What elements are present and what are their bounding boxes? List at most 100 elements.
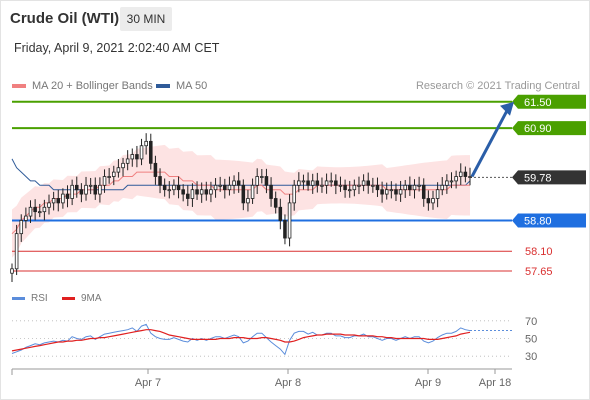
candle-body — [297, 180, 301, 186]
x-tick-label: Apr 9 — [415, 377, 441, 389]
candle-body — [463, 171, 468, 177]
candle-body — [223, 184, 227, 191]
candle-body — [204, 189, 209, 195]
candle-body — [440, 184, 445, 191]
legend-rsi-ma: 9MA — [62, 293, 102, 304]
candle-body — [47, 202, 51, 208]
chart-datetime: Friday, April 9, 2021 2:02:40 AM CET — [14, 41, 220, 55]
candle-body — [88, 184, 93, 187]
resistance-1-tag — [512, 121, 586, 136]
candle-body — [162, 184, 167, 191]
candle-body — [61, 193, 65, 204]
rsi-line — [11, 323, 471, 356]
candle-body — [65, 193, 70, 199]
candle-body — [74, 184, 79, 191]
candle-body — [149, 140, 153, 164]
candle-body — [445, 180, 449, 186]
candle-body — [33, 206, 37, 213]
resistance-1-label: 60.90 — [524, 123, 552, 135]
candle-body — [153, 162, 158, 177]
candle-body — [361, 180, 366, 186]
candle-body — [324, 180, 329, 186]
candle-body — [24, 215, 28, 221]
candle-body — [389, 189, 394, 192]
candle-body — [209, 189, 213, 195]
timeframe-button[interactable]: 30 MIN — [120, 7, 172, 31]
rsi-tick-label: 50 — [525, 334, 537, 346]
candle-body — [417, 184, 421, 187]
current-price-label: 59.78 — [524, 172, 552, 184]
rsi-ma-line — [11, 329, 471, 352]
candle-body — [116, 167, 121, 173]
rsi-ma-swatch — [62, 297, 75, 300]
candle-body — [315, 180, 320, 186]
candle-body — [250, 184, 255, 199]
candle-body — [135, 154, 139, 160]
candle-body — [421, 184, 426, 199]
rsi-tick-label: 30 — [525, 351, 537, 363]
candle-body — [28, 206, 33, 217]
legend-ma50: MA 50 — [156, 80, 207, 92]
candle-body — [306, 180, 310, 186]
rsi-tick-label: 70 — [525, 316, 537, 328]
bollinger-band — [12, 144, 470, 258]
support-2-label: 58.10 — [525, 246, 553, 258]
candle-body — [352, 184, 357, 191]
candle-body — [121, 162, 125, 169]
candle-body — [51, 198, 56, 204]
candle-body — [366, 180, 370, 186]
candle-body — [236, 180, 241, 186]
candle-body — [283, 220, 287, 239]
candle-body — [403, 184, 408, 191]
candle-body — [70, 184, 74, 199]
ma50-label: MA 50 — [176, 80, 208, 92]
candle-body — [426, 198, 431, 204]
candle-body — [167, 189, 172, 192]
candle-body — [287, 202, 292, 239]
candle-body — [273, 198, 278, 208]
candle-body — [158, 176, 162, 186]
candle-body — [357, 184, 361, 187]
candle-body — [130, 154, 135, 160]
candle-body — [329, 180, 333, 183]
ma20-line — [11, 171, 470, 235]
ma20-swatch — [12, 84, 26, 88]
resistance-2-label: 61.50 — [524, 97, 552, 109]
candle-body — [107, 176, 111, 178]
candle-body — [449, 180, 454, 183]
candle-body — [241, 184, 246, 204]
resistance-2-tag — [512, 94, 586, 109]
support-1-label: 58.80 — [524, 215, 552, 227]
candle-body — [338, 184, 343, 187]
candle-body — [320, 184, 324, 187]
forecast-arrow-shaft — [470, 108, 510, 178]
candle-body — [79, 189, 84, 195]
candle-body — [408, 184, 412, 191]
legend-ma20: MA 20 + Bollinger Bands — [12, 80, 153, 92]
candle-body — [102, 176, 107, 186]
ma50-swatch — [156, 84, 170, 88]
candle-body — [93, 184, 98, 195]
support-3-label: 57.65 — [525, 266, 553, 278]
candle-body — [246, 198, 250, 204]
candle-body — [454, 176, 458, 182]
candle-body — [186, 193, 190, 199]
candle-body — [431, 198, 435, 204]
candle-body — [19, 220, 24, 235]
candle-body — [278, 206, 283, 221]
candle-body — [412, 184, 417, 191]
candle-body — [139, 145, 144, 160]
candle-body — [98, 184, 102, 195]
candle-body — [310, 180, 315, 186]
candle-body — [42, 206, 47, 213]
candle-body — [301, 180, 306, 183]
candle-body — [334, 180, 338, 186]
x-tick-label: Apr 7 — [135, 377, 161, 389]
candle-body — [144, 140, 148, 147]
ma20-label: MA 20 + Bollinger Bands — [32, 80, 153, 92]
candle-body — [213, 184, 218, 191]
candle-body — [84, 184, 88, 195]
candle-body — [375, 184, 380, 191]
current-price-tag — [512, 170, 586, 185]
